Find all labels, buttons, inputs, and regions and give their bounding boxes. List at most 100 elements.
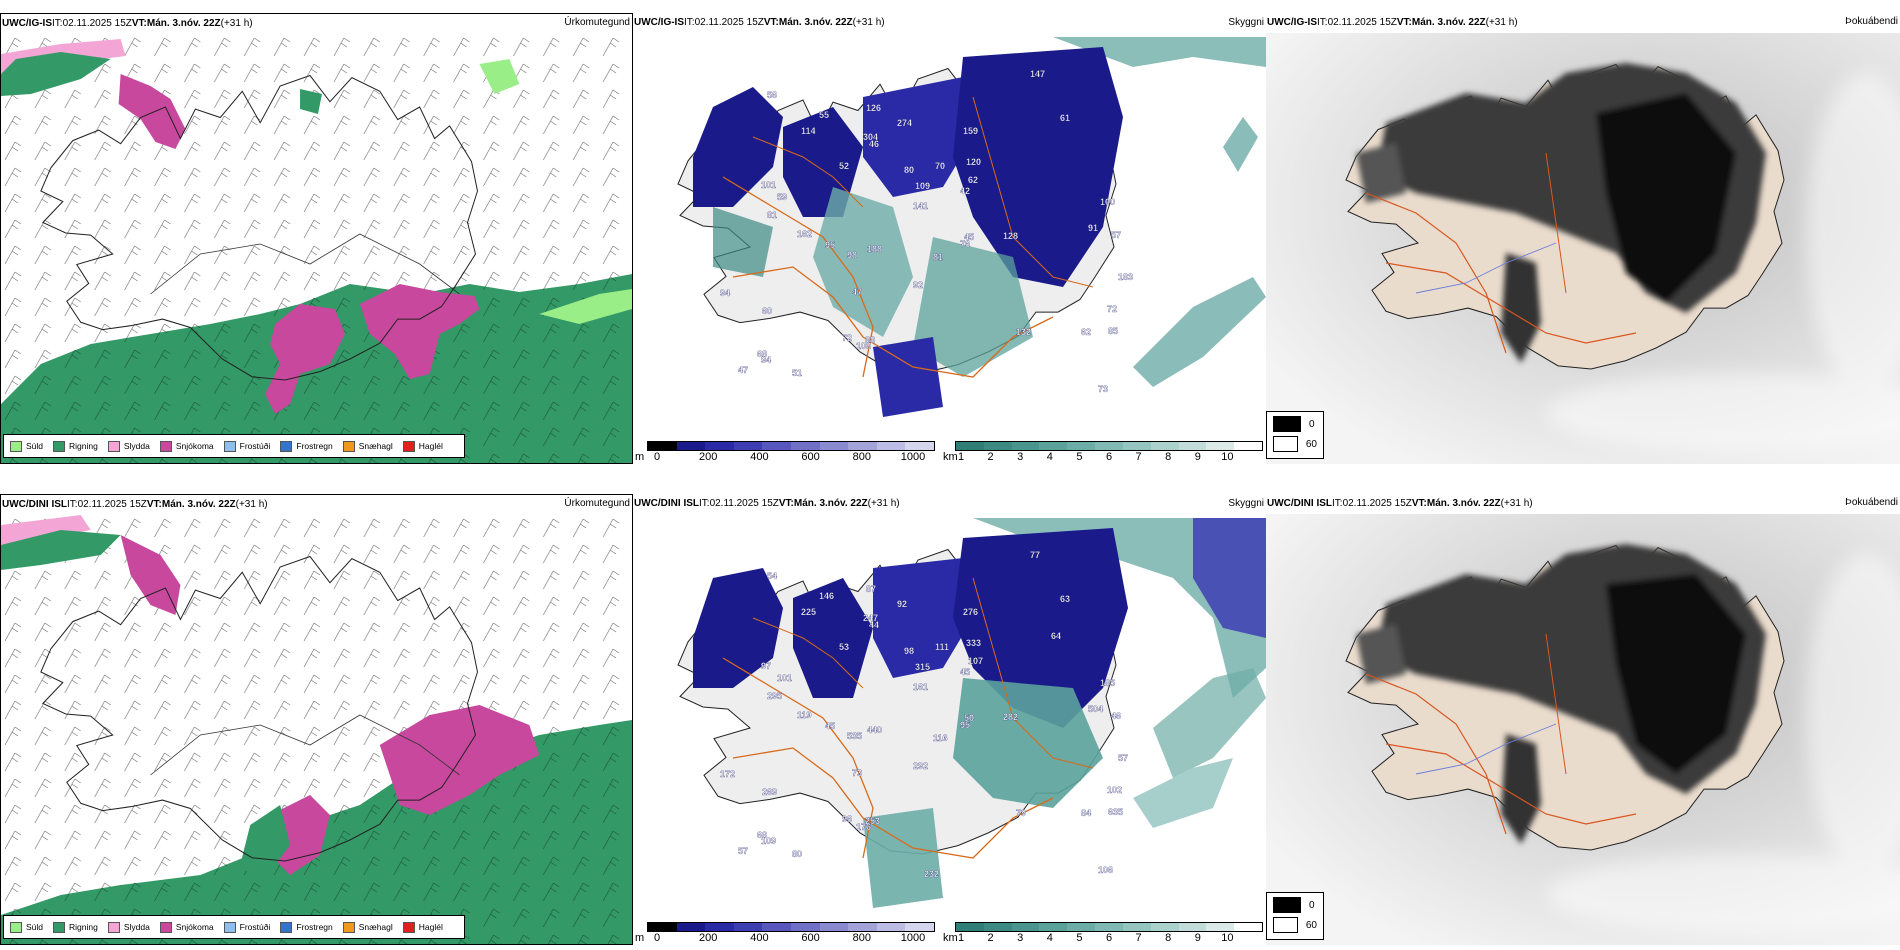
- cloudbase-value-label: 88: [865, 335, 875, 345]
- colorbar-tick-label: 8: [1165, 451, 1172, 463]
- fog-map[interactable]: [1266, 514, 1900, 945]
- legend-label: Slydda: [123, 441, 150, 451]
- cloudbase-value-label: 45: [964, 232, 974, 242]
- colorbar-segment: [1234, 442, 1262, 450]
- panel-title: Skyggni: [1228, 17, 1264, 28]
- precip-map[interactable]: [1, 34, 632, 463]
- cloudbase-value-label: 47: [852, 287, 862, 297]
- cloudbase-value-label: 95: [825, 240, 835, 250]
- precip-legend-item: Slydda: [107, 440, 150, 452]
- colorbar-segment: [1095, 442, 1123, 450]
- valid-label: VT:: [146, 499, 162, 510]
- colorbar-segment: [1039, 442, 1068, 450]
- cloudbase-value-label: 55: [819, 110, 829, 120]
- colorbar-tick-label: 1: [957, 451, 965, 463]
- cloudbase-value-label: 333: [966, 638, 981, 648]
- precip-type-panel-row2: UWC/DINI ISL IT: 02.11.2025 15Z VT: Mán.…: [0, 494, 633, 945]
- colorbar-segment: [733, 923, 763, 931]
- colorbar-segment: [876, 923, 906, 931]
- lead-time: (+31 h): [1500, 498, 1533, 509]
- init-time: 02.11.2025 15Z: [77, 499, 147, 510]
- lead-time: (+31 h): [867, 498, 900, 509]
- colorbar-segment: [1150, 442, 1179, 450]
- cloudbase-map[interactable]: 96 87 98 80 54 45 57 73 45 146 53 63 68 44 50 46 84 106 97…: [633, 518, 1266, 918]
- precip-legend-item: Frostúði: [223, 440, 270, 452]
- model-name: UWC/IG-IS: [634, 17, 684, 28]
- fog-legend-row: 0: [1273, 416, 1317, 432]
- precip-legend-item: Rigning: [53, 440, 98, 452]
- cloudbase-value-label: 504: [1088, 704, 1103, 714]
- cloudbase-value-label: 68: [757, 830, 767, 840]
- cloudbase-value-label: 60: [762, 306, 772, 316]
- cloudbase-value-label: 253: [865, 816, 880, 826]
- model-name: UWC/IG-IS: [1267, 17, 1317, 28]
- valid-time: Mán. 3.nóv. 22Z: [161, 499, 236, 510]
- precip-type-panel-row1: UWC/IG-IS IT: 02.11.2025 15Z VT: Mán. 3.…: [0, 13, 633, 464]
- cloudbase-value-label: 57: [1118, 753, 1128, 763]
- cloudbase-value-label: 188: [867, 244, 882, 254]
- cloudbase-map-svg: 96 87 98 80 54 45 57 73 45 146 53 63 68 44 50 46 84 106 97…: [633, 518, 1266, 918]
- cloudbase-map[interactable]: 72 126 80 51 56 42 47 47 95 55 52 61 68 46 45 57 62 73 101…: [633, 37, 1266, 437]
- precip-legend: Súld Rigning Slydda Snjókoma Frostúði Frostre…: [3, 915, 465, 939]
- init-time: 02.11.2025 15Z: [694, 17, 764, 28]
- cloudbase-value-label: 63: [1060, 594, 1070, 604]
- fog-map-svg: [1266, 33, 1900, 464]
- cloudbase-value-label: 85: [1108, 326, 1118, 336]
- panel-header: UWC/DINI ISL IT: 02.11.2025 15Z VT: Mán.…: [1, 495, 268, 515]
- precip-legend-item: Haglél: [402, 921, 443, 933]
- legend-label: Snæhagl: [358, 922, 393, 932]
- fog-legend: 0 60: [1266, 411, 1324, 459]
- legend-label: Frostregn: [296, 441, 333, 451]
- cloudbase-value-label: 126: [866, 103, 881, 113]
- precip-map[interactable]: [1, 515, 632, 944]
- colorbar-strip: [955, 441, 1263, 451]
- colorbar-tick-label: 1: [957, 932, 965, 944]
- cloudbase-value-label: 101: [777, 673, 792, 683]
- precip-legend-item: Snjókoma: [159, 921, 214, 933]
- colorbar-tick-label: 7: [1135, 451, 1142, 463]
- legend-swatch: [342, 921, 355, 933]
- valid-label: VT:: [763, 17, 779, 28]
- cloudbase-value-label: 232: [924, 869, 939, 879]
- cloudbase-value-label: 107: [968, 656, 983, 666]
- fog-legend-row: 60: [1273, 436, 1317, 452]
- model-name: UWC/DINI ISL: [634, 498, 699, 509]
- precip-legend-item: Snæhagl: [342, 921, 393, 933]
- colorbar-tick-label: 3: [1017, 932, 1024, 944]
- cloudbase-value-label: 61: [1060, 113, 1070, 123]
- legend-swatch: [280, 921, 293, 933]
- colorbar-strip: [647, 441, 935, 451]
- init-label: IT:: [699, 498, 710, 509]
- cloudbase-value-label: 282: [1003, 712, 1018, 722]
- legend-swatch: [402, 440, 415, 452]
- cloudbase-value-label: 70: [935, 161, 945, 171]
- legend-label: Snjókoma: [175, 922, 214, 932]
- cloudbase-value-label: 102: [1107, 785, 1122, 795]
- cloudbase-value-label: 101: [761, 180, 776, 190]
- init-time: 02.11.2025 15Z: [709, 498, 779, 509]
- fog-swatch-light: [1273, 917, 1298, 933]
- legend-swatch: [107, 921, 120, 933]
- cloudbase-value-label: 176: [856, 822, 871, 832]
- cloudbase-value-label: 292: [913, 761, 928, 771]
- cloudbase-value-label: 295: [767, 691, 782, 701]
- cloudbase-value-label: 72: [1107, 304, 1117, 314]
- cloudbase-value-label: 54: [767, 571, 777, 581]
- colorbar-tick-label: 10: [1221, 451, 1234, 463]
- legend-label: Rigning: [69, 441, 98, 451]
- colorbar-tick-label: 9: [1194, 932, 1201, 944]
- colorbar-segment: [1067, 923, 1096, 931]
- cloudbase-value-label: 72: [842, 333, 852, 343]
- fog-map[interactable]: [1266, 33, 1900, 464]
- cloudbase-value-label: 162: [797, 229, 812, 239]
- legend-label: Snæhagl: [358, 441, 393, 451]
- valid-label: VT:: [778, 498, 794, 509]
- valid-time: Mán. 3.nóv. 22Z: [1426, 498, 1501, 509]
- fog-map-svg: [1266, 514, 1900, 945]
- precip-legend-item: Snæhagl: [342, 440, 393, 452]
- cloudbase-value-label: 96: [842, 814, 852, 824]
- colorbar-segment: [705, 442, 734, 450]
- cloudbase-value-label: 81: [767, 210, 777, 220]
- colorbar-tick-label: 200: [699, 451, 718, 463]
- colorbar-tick-label: 7: [1135, 932, 1142, 944]
